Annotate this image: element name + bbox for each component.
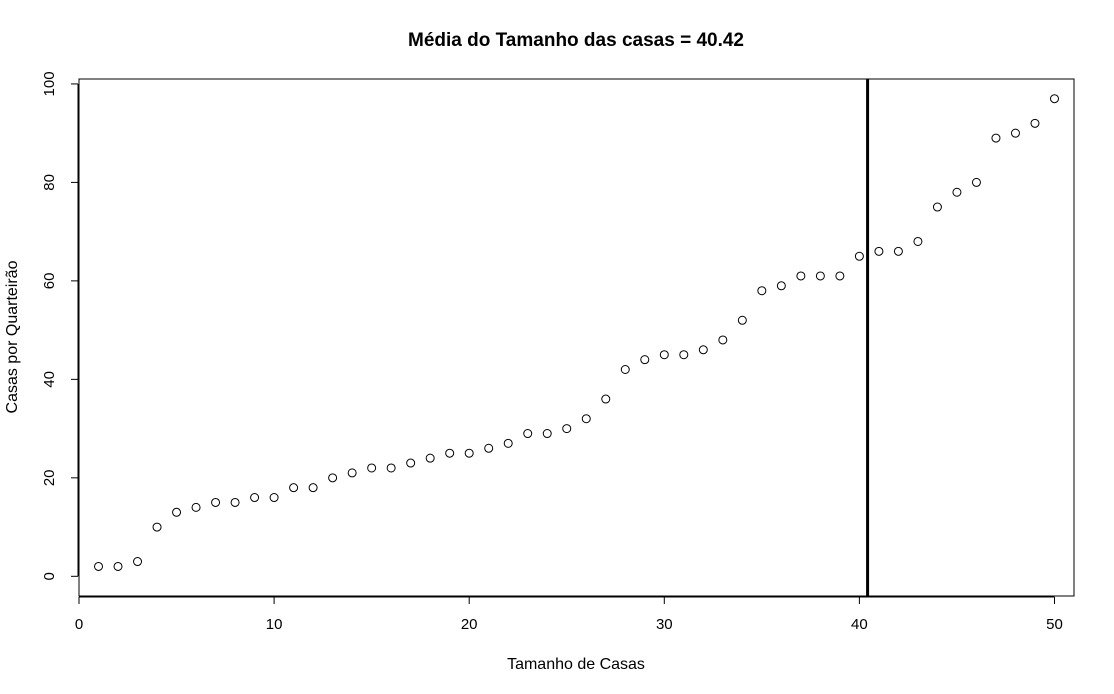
data-point <box>1049 94 1059 104</box>
y-tick-label: 40 <box>41 371 58 388</box>
chart-title: Média do Tamanho das casas = 40.42 <box>408 30 744 51</box>
data-point <box>367 463 377 473</box>
y-axis: 0 20 40 60 80 100 <box>41 71 79 580</box>
data-point <box>191 502 201 512</box>
data-point <box>328 473 338 483</box>
data-point <box>737 315 747 325</box>
data-point <box>835 271 845 281</box>
data-point <box>952 187 962 197</box>
data-point <box>796 271 806 281</box>
data-point <box>347 468 357 478</box>
data-point <box>815 271 825 281</box>
y-axis-label: Casas por Quarteirão <box>4 260 21 413</box>
data-point <box>152 522 162 532</box>
y-tick-label: 0 <box>41 572 58 580</box>
data-point <box>269 493 279 503</box>
data-point <box>718 335 728 345</box>
data-point <box>757 286 767 296</box>
data-point <box>113 561 123 571</box>
data-points <box>94 94 1059 571</box>
data-point <box>230 497 240 507</box>
x-tick-label: 40 <box>851 616 868 633</box>
x-tick-label: 30 <box>656 616 673 633</box>
data-point <box>776 281 786 291</box>
data-point <box>289 483 299 493</box>
data-point <box>913 236 923 246</box>
x-axis-label: Tamanho de Casas <box>507 656 645 673</box>
data-point <box>523 429 533 439</box>
data-point <box>172 507 182 517</box>
data-point <box>971 177 981 187</box>
data-point <box>620 365 630 375</box>
data-point <box>659 350 669 360</box>
x-axis: 0 10 20 30 40 50 <box>75 596 1063 633</box>
data-point <box>640 355 650 365</box>
data-point <box>503 438 513 448</box>
data-point <box>542 429 552 439</box>
data-point <box>464 448 474 458</box>
data-point <box>1010 128 1020 138</box>
data-point <box>133 557 143 567</box>
x-tick-label: 50 <box>1046 616 1063 633</box>
data-point <box>94 561 104 571</box>
data-point <box>698 345 708 355</box>
data-point <box>308 483 318 493</box>
y-tick-label: 100 <box>41 71 58 96</box>
x-tick-label: 0 <box>75 616 83 633</box>
data-point <box>893 246 903 256</box>
data-point <box>445 448 455 458</box>
data-point <box>484 443 494 453</box>
data-point <box>1030 118 1040 128</box>
data-point <box>211 497 221 507</box>
y-tick-label: 60 <box>41 273 58 290</box>
data-point <box>406 458 416 468</box>
y-tick-label: 80 <box>41 174 58 191</box>
data-point <box>874 246 884 256</box>
x-tick-label: 20 <box>461 616 478 633</box>
data-point <box>250 493 260 503</box>
x-tick-label: 10 <box>266 616 283 633</box>
data-point <box>425 453 435 463</box>
data-point <box>562 424 572 434</box>
data-point <box>854 251 864 261</box>
data-point <box>386 463 396 473</box>
data-point <box>601 394 611 404</box>
data-point <box>932 202 942 212</box>
plot-frame <box>78 78 1075 597</box>
y-tick-label: 20 <box>41 469 58 486</box>
data-point <box>581 414 591 424</box>
data-point <box>679 350 689 360</box>
data-point <box>991 133 1001 143</box>
